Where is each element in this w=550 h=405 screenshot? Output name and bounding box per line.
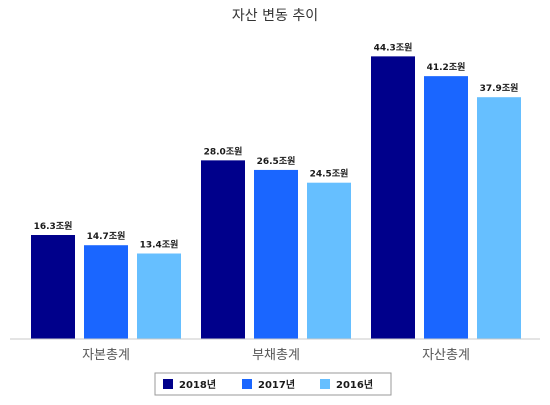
chart-title: 자산 변동 추이	[232, 8, 318, 24]
data-label-2018년-자본총계: 16.3조원	[34, 220, 73, 232]
bar-2018년-자산총계	[371, 56, 415, 340]
legend-swatch-2017년	[242, 379, 252, 389]
x-axis-labels: 자본총계 부채총계 자산총계	[82, 348, 470, 363]
data-label-2016년-부채총계: 24.5조원	[310, 168, 349, 180]
bar-2017년-부채총계	[254, 169, 298, 339]
x-axis-label-부채총계: 부채총계	[252, 348, 300, 363]
data-label-2018년-부채총계: 28.0조원	[204, 145, 243, 157]
data-labels-layer: 16.3조원 14.7조원 13.4조원 28.0조원 26.5조원 24.5조원 44.3…	[34, 41, 519, 250]
legend-box	[154, 372, 392, 396]
legend-swatch-2018년	[163, 379, 173, 389]
data-label-2017년-부채총계: 26.5조원	[257, 155, 296, 167]
bar-2016년-자본총계	[137, 253, 181, 339]
bar-2018년-자본총계	[31, 235, 75, 339]
bar-2017년-자본총계	[84, 245, 128, 339]
data-label-2017년-자산총계: 41.2조원	[427, 61, 466, 73]
bar-2016년-자산총계	[477, 97, 521, 339]
legend-label-2018년: 2018년	[179, 378, 216, 391]
legend-swatch-2016년	[320, 379, 330, 389]
data-label-2017년-자본총계: 14.7조원	[87, 230, 126, 242]
data-label-2016년-자산총계: 37.9조원	[480, 82, 519, 94]
legend: 2018년 2017년 2016년	[154, 372, 392, 396]
bars-layer	[31, 56, 521, 340]
bar-2017년-자산총계	[424, 76, 468, 340]
legend-label-2016년: 2016년	[336, 378, 373, 391]
legend-label-2017년: 2017년	[258, 378, 295, 391]
x-axis-label-자산총계: 자산총계	[422, 348, 470, 363]
x-axis-label-자본총계: 자본총계	[82, 348, 130, 363]
data-label-2018년-자산총계: 44.3조원	[374, 41, 413, 53]
bar-2018년-부채총계	[201, 160, 245, 339]
bar-2016년-부채총계	[307, 182, 351, 339]
data-label-2016년-자본총계: 13.4조원	[140, 239, 179, 251]
